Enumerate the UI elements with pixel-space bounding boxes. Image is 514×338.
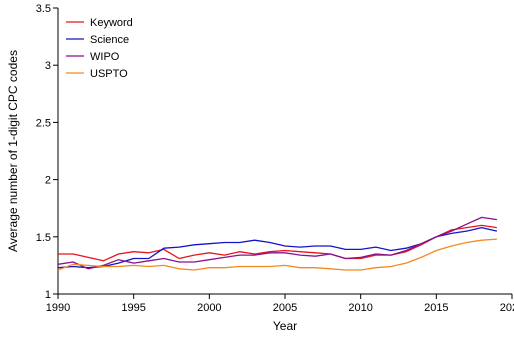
y-axis-title: Average number of 1-digit CPC codes (6, 50, 20, 252)
y-tick-label: 2.5 (36, 117, 51, 129)
y-tick-label: 1.5 (36, 232, 51, 244)
x-axis-title: Year (273, 319, 297, 333)
legend-label-wipo: WIPO (90, 51, 120, 63)
x-tick-label: 2010 (348, 302, 372, 314)
x-tick-label: 2000 (197, 302, 221, 314)
x-tick-label: 1990 (46, 302, 70, 314)
y-tick-label: 1 (45, 289, 51, 301)
y-tick-label: 3.5 (36, 3, 51, 15)
series-line-science (57, 226, 498, 269)
series-line-wipo (57, 216, 497, 270)
x-tick-label: 2020 (500, 302, 514, 314)
legend-label-keyword: Keyword (90, 17, 133, 29)
x-tick-label: 1995 (121, 302, 145, 314)
y-tick-label: 3 (45, 60, 51, 72)
x-tick-label: 2015 (424, 302, 448, 314)
legend-label-uspto: USPTO (90, 68, 128, 80)
series-line-uspto (57, 238, 497, 271)
y-tick-label: 2 (45, 175, 51, 187)
legend: Keyword Science WIPO USPTO (66, 17, 133, 80)
legend-label-science: Science (90, 34, 129, 46)
x-tick-label: 2005 (273, 302, 297, 314)
series-line-keyword (58, 224, 497, 262)
axes: 1 1.5 2 2.5 3 3.5 1990 1995 2000 2005 2010 2015 2020 (36, 3, 514, 314)
series-layer (57, 216, 498, 271)
